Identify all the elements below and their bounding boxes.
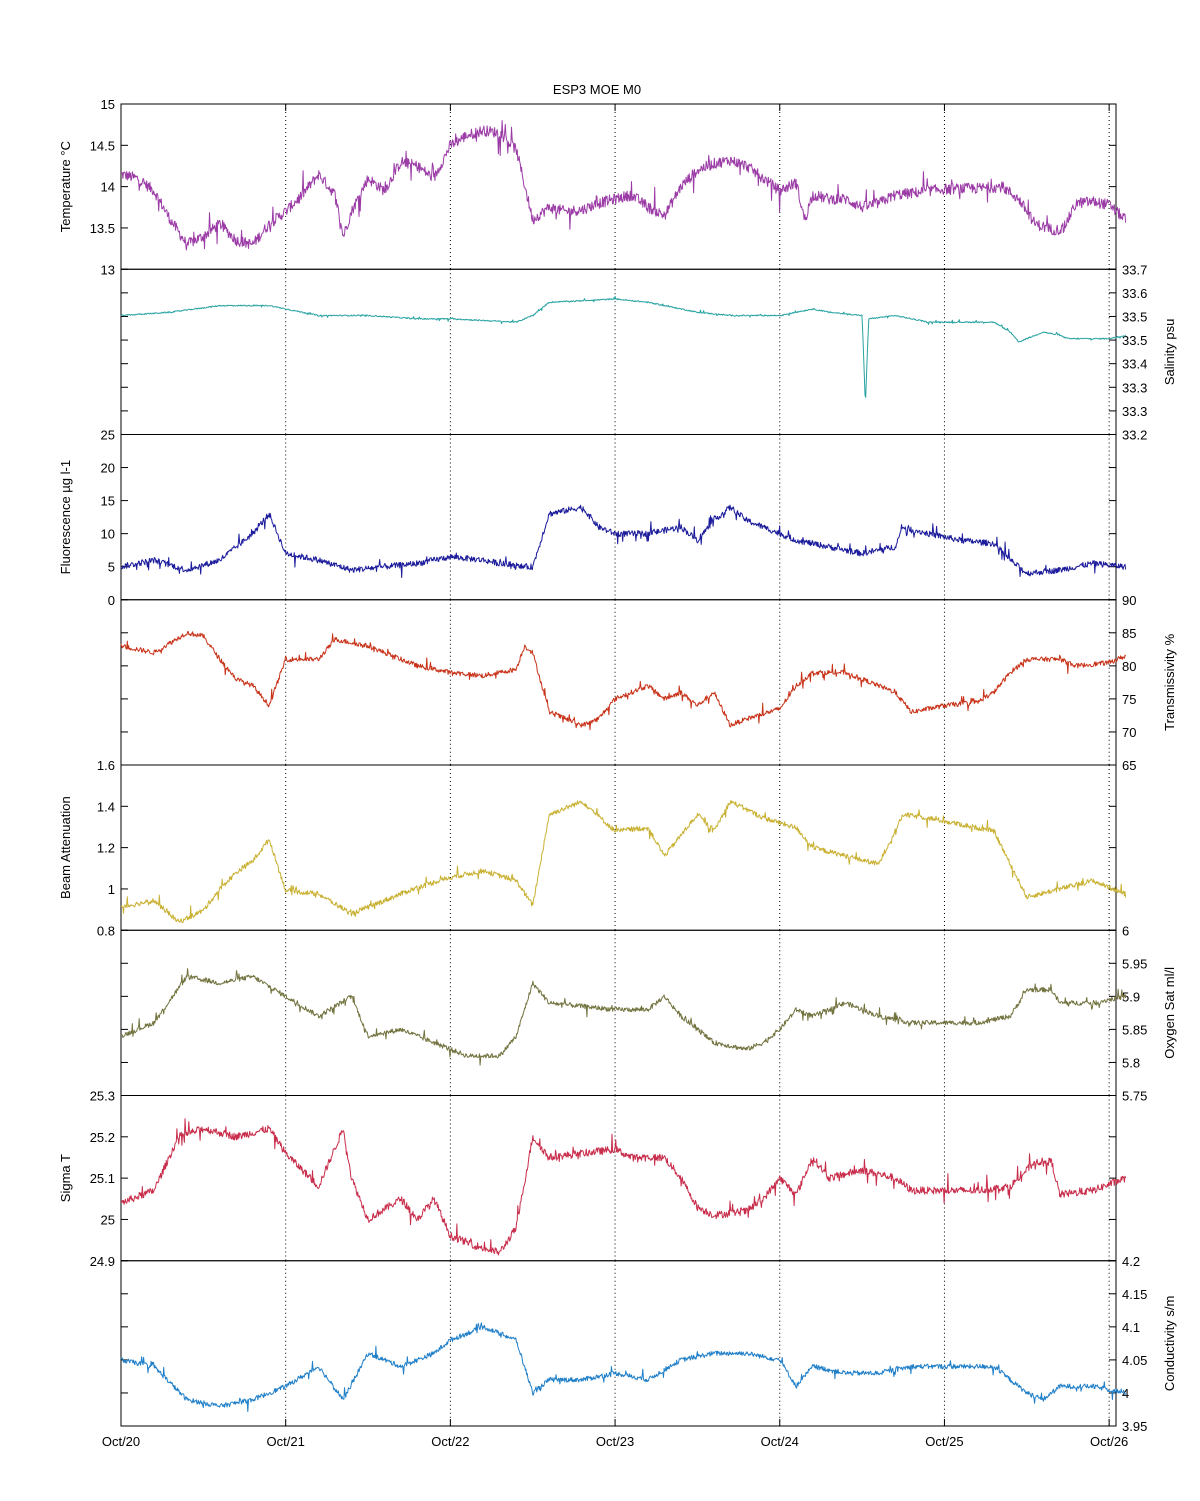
- x-tick-label: Oct/20: [102, 1434, 140, 1449]
- beam_attenuation-y-tick-label: 1: [108, 882, 115, 897]
- sigma_t-y-tick-label: 24.9: [90, 1254, 115, 1269]
- fluorescence-series-line: [120, 504, 1127, 578]
- x-tick-label: Oct/24: [761, 1434, 799, 1449]
- beam_attenuation-y-tick-label: 1.4: [97, 799, 115, 814]
- transmissivity-y-tick-label: 80: [1122, 659, 1136, 674]
- sigma_t-y-label: Sigma T: [58, 1154, 73, 1202]
- temperature-y-tick-label: 13: [101, 262, 115, 277]
- sigma_t-y-tick-label: 25.2: [90, 1130, 115, 1145]
- beam_attenuation-y-tick-label: 1.6: [97, 758, 115, 773]
- sigma_t-frame: [120, 1095, 1117, 1262]
- beam_attenuation-y-tick-label: 1.2: [97, 841, 115, 856]
- sigma_t-y-tick-label: 25: [101, 1212, 115, 1227]
- chart-title: ESP3 MOE M0: [553, 82, 641, 97]
- salinity-y-tick-label: 33.4: [1122, 357, 1147, 372]
- salinity-y-tick-label: 33.5: [1122, 309, 1147, 324]
- x-tick-label: Oct/22: [431, 1434, 469, 1449]
- oxygen_sat-y-tick-label: 5.8: [1122, 1055, 1140, 1070]
- oxygen_sat-y-tick-label: 5.85: [1122, 1022, 1147, 1037]
- conductivity-y-label: Conductivity s/m: [1162, 1296, 1177, 1391]
- conductivity-y-tick-label: 3.95: [1122, 1419, 1147, 1434]
- transmissivity-y-tick-label: 70: [1122, 725, 1136, 740]
- salinity-y-tick-label: 33.3: [1122, 380, 1147, 395]
- temperature-y-tick-label: 14.5: [90, 138, 115, 153]
- panel-oxygen_sat: 5.75 5.8 5.85 5.9 5.95 6 Oxygen Sat ml/l: [120, 923, 1177, 1104]
- temperature-y-tick-label: 13.5: [90, 221, 115, 236]
- sigma_t-y-tick-label: 25.3: [90, 1089, 115, 1104]
- sigma_t-y-tick-label: 25.1: [90, 1171, 115, 1186]
- transmissivity-y-label: Transmissivity %: [1162, 633, 1177, 730]
- conductivity-y-tick-label: 4.15: [1122, 1287, 1147, 1302]
- x-tick-label: Oct/23: [596, 1434, 634, 1449]
- fluorescence-y-label: Fluorescence µg l-1: [58, 460, 73, 574]
- conductivity-series-line: [120, 1322, 1127, 1412]
- conductivity-y-tick-label: 4.2: [1122, 1254, 1140, 1269]
- temperature-series-line: [120, 120, 1127, 251]
- transmissivity-y-tick-label: 65: [1122, 758, 1136, 773]
- beam_attenuation-y-label: Beam Attenuation: [58, 796, 73, 899]
- oxygen_sat-y-tick-label: 6: [1122, 923, 1129, 938]
- x-axis: Oct/20 Oct/21 Oct/22 Oct/23 Oct/24 Oct/25 Oct/…: [102, 104, 1128, 1449]
- fluorescence-y-tick-label: 15: [101, 494, 115, 509]
- beam_attenuation-frame: [120, 764, 1117, 931]
- temperature-frame: [120, 103, 1117, 270]
- salinity-frame: [120, 268, 1117, 435]
- conductivity-y-tick-label: 4.05: [1122, 1353, 1147, 1368]
- panel-beam_attenuation: 0.8 1 1.2 1.4 1.6 Beam Attenuation: [58, 758, 1127, 938]
- salinity-y-tick-label: 33.5: [1122, 333, 1147, 348]
- panel-temperature: 13 13.5 14 14.5 15 Temperature °C: [58, 97, 1127, 277]
- salinity-y-tick-label: 33.3: [1122, 404, 1147, 419]
- oxygen_sat-frame: [120, 929, 1117, 1096]
- oxygen_sat-series-line: [120, 968, 1127, 1066]
- temperature-y-tick-label: 15: [101, 97, 115, 112]
- salinity-y-tick-label: 33.7: [1122, 262, 1147, 277]
- salinity-series-line: [120, 295, 1127, 398]
- panel-transmissivity: 65 70 75 80 85 90 Transmissivity %: [120, 593, 1177, 773]
- oxygen_sat-y-label: Oxygen Sat ml/l: [1162, 967, 1177, 1059]
- salinity-y-tick-label: 33.6: [1122, 286, 1147, 301]
- x-tick-label: Oct/26: [1090, 1434, 1128, 1449]
- transmissivity-series-line: [120, 630, 1127, 731]
- transmissivity-y-tick-label: 75: [1122, 692, 1136, 707]
- conductivity-frame: [120, 1260, 1117, 1427]
- fluorescence-y-tick-label: 25: [101, 428, 115, 443]
- oxygen_sat-y-tick-label: 5.9: [1122, 989, 1140, 1004]
- beam_attenuation-series-line: [120, 800, 1127, 924]
- fluorescence-y-tick-label: 10: [101, 527, 115, 542]
- conductivity-y-tick-label: 4.1: [1122, 1320, 1140, 1335]
- fluorescence-y-tick-label: 20: [101, 461, 115, 476]
- panel-salinity: 33.2 33.3 33.3 33.4 33.5 33.5 33.6 33.7 Salinity…: [120, 262, 1177, 443]
- salinity-y-label: Salinity psu: [1162, 319, 1177, 385]
- fluorescence-y-tick-label: 5: [108, 560, 115, 575]
- x-tick-label: Oct/25: [925, 1434, 963, 1449]
- salinity-y-tick-label: 33.2: [1122, 428, 1147, 443]
- panel-fluorescence: 0 5 10 15 20 25 Fluorescence µg l-1: [58, 428, 1127, 608]
- transmissivity-y-tick-label: 85: [1122, 626, 1136, 641]
- oxygen_sat-y-tick-label: 5.75: [1122, 1089, 1147, 1104]
- transmissivity-frame: [120, 599, 1117, 766]
- temperature-y-label: Temperature °C: [58, 141, 73, 232]
- sigma_t-series-line: [120, 1118, 1127, 1256]
- panel-sigma_t: 24.9 25 25.1 25.2 25.3 Sigma T: [58, 1089, 1127, 1269]
- fluorescence-y-tick-label: 0: [108, 593, 115, 608]
- temperature-y-tick-label: 14: [101, 180, 115, 195]
- transmissivity-y-tick-label: 90: [1122, 593, 1136, 608]
- beam_attenuation-y-tick-label: 0.8: [97, 923, 115, 938]
- oxygen_sat-y-tick-label: 5.95: [1122, 956, 1147, 971]
- x-tick-label: Oct/21: [267, 1434, 305, 1449]
